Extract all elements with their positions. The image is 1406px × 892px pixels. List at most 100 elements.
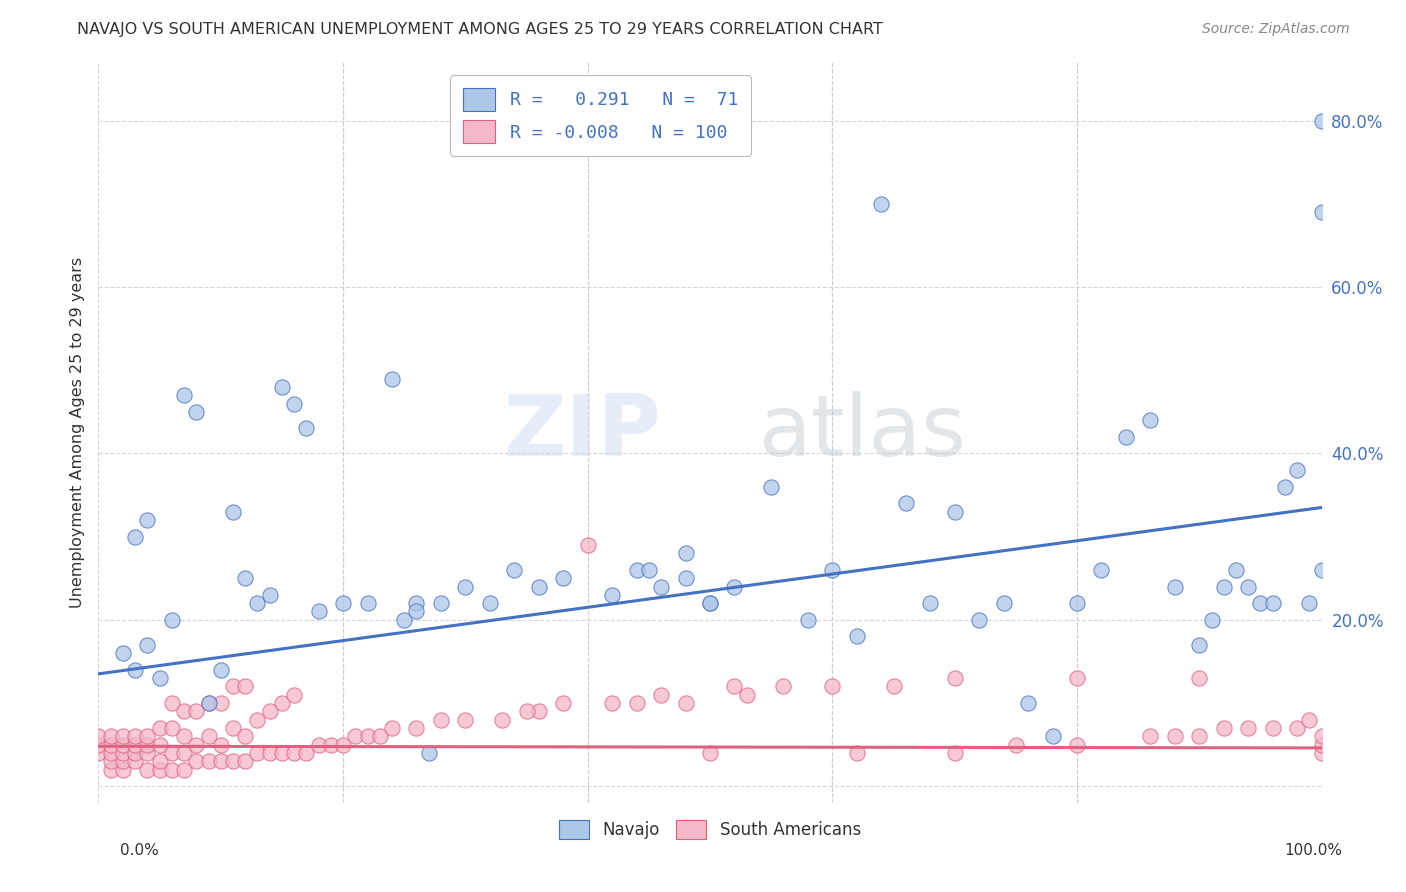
Point — [1164, 729, 1187, 743]
Point — [870, 197, 893, 211]
Point — [295, 746, 318, 760]
Point — [735, 688, 758, 702]
Point — [100, 754, 122, 768]
Point — [821, 679, 844, 693]
Point — [430, 596, 453, 610]
Text: Source: ZipAtlas.com: Source: ZipAtlas.com — [1202, 22, 1350, 37]
Point — [209, 754, 232, 768]
Point — [111, 646, 134, 660]
Point — [308, 738, 330, 752]
Point — [1139, 413, 1161, 427]
Point — [527, 580, 550, 594]
Point — [675, 546, 697, 560]
Point — [87, 738, 110, 752]
Point — [136, 729, 159, 743]
Point — [1286, 463, 1309, 477]
Point — [699, 746, 721, 760]
Point — [160, 613, 183, 627]
Point — [650, 688, 672, 702]
Point — [173, 704, 195, 718]
Point — [186, 754, 208, 768]
Point — [723, 679, 745, 693]
Text: 0.0%: 0.0% — [120, 843, 159, 858]
Point — [1212, 580, 1234, 594]
Point — [87, 746, 110, 760]
Point — [160, 746, 183, 760]
Point — [197, 729, 219, 743]
Point — [405, 721, 427, 735]
Point — [186, 738, 208, 752]
Point — [943, 746, 966, 760]
Point — [1201, 613, 1223, 627]
Point — [100, 729, 122, 743]
Point — [283, 396, 305, 410]
Point — [233, 679, 256, 693]
Point — [186, 704, 208, 718]
Point — [600, 696, 623, 710]
Point — [186, 405, 208, 419]
Point — [503, 563, 526, 577]
Text: ZIP: ZIP — [503, 391, 661, 475]
Point — [405, 596, 427, 610]
Point — [149, 754, 172, 768]
Point — [699, 596, 721, 610]
Text: atlas: atlas — [759, 391, 967, 475]
Point — [160, 721, 183, 735]
Point — [405, 605, 427, 619]
Point — [160, 696, 183, 710]
Point — [1274, 480, 1296, 494]
Point — [368, 729, 391, 743]
Point — [136, 638, 159, 652]
Point — [1188, 671, 1211, 685]
Point — [209, 696, 232, 710]
Point — [209, 663, 232, 677]
Point — [845, 746, 868, 760]
Point — [1261, 596, 1284, 610]
Point — [246, 746, 269, 760]
Point — [160, 763, 183, 777]
Point — [100, 738, 122, 752]
Point — [993, 596, 1015, 610]
Point — [1066, 671, 1088, 685]
Text: 100.0%: 100.0% — [1285, 843, 1343, 858]
Point — [111, 738, 134, 752]
Point — [283, 688, 305, 702]
Point — [197, 754, 219, 768]
Point — [392, 613, 416, 627]
Point — [259, 588, 281, 602]
Point — [772, 679, 794, 693]
Point — [1286, 721, 1309, 735]
Point — [100, 763, 122, 777]
Point — [515, 704, 537, 718]
Point — [1090, 563, 1112, 577]
Point — [1225, 563, 1247, 577]
Point — [356, 596, 378, 610]
Point — [1188, 729, 1211, 743]
Point — [821, 563, 844, 577]
Point — [699, 596, 721, 610]
Point — [124, 746, 146, 760]
Point — [1310, 113, 1333, 128]
Point — [675, 696, 697, 710]
Point — [222, 754, 245, 768]
Point — [233, 571, 256, 585]
Point — [637, 563, 661, 577]
Point — [136, 746, 159, 760]
Point — [332, 596, 354, 610]
Point — [1004, 738, 1026, 752]
Point — [478, 596, 501, 610]
Point — [173, 388, 195, 402]
Point — [967, 613, 990, 627]
Point — [87, 729, 110, 743]
Point — [283, 746, 305, 760]
Point — [1298, 596, 1320, 610]
Point — [233, 754, 256, 768]
Point — [1261, 721, 1284, 735]
Point — [1017, 696, 1039, 710]
Point — [111, 754, 134, 768]
Point — [124, 754, 146, 768]
Point — [675, 571, 697, 585]
Point — [845, 629, 868, 643]
Point — [173, 729, 195, 743]
Text: NAVAJO VS SOUTH AMERICAN UNEMPLOYMENT AMONG AGES 25 TO 29 YEARS CORRELATION CHAR: NAVAJO VS SOUTH AMERICAN UNEMPLOYMENT AM… — [77, 22, 883, 37]
